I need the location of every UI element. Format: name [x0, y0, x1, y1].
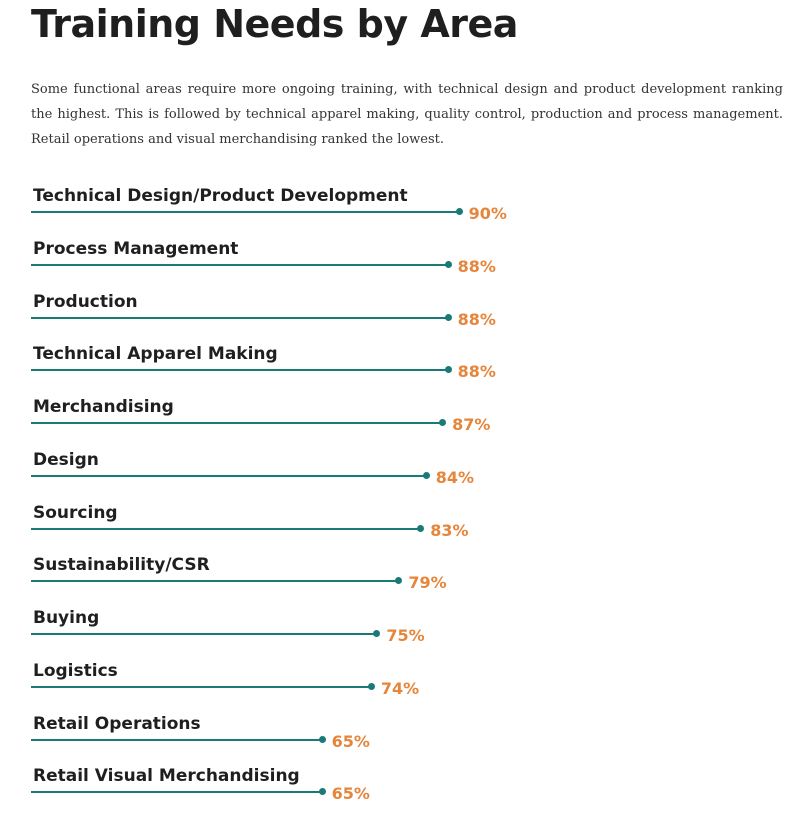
bar-end-dot [444, 313, 452, 321]
bar-row: Production 88% [31, 292, 771, 342]
bar-row: Design 84% [31, 450, 771, 500]
bar-label: Technical Design/Product Development [33, 186, 408, 206]
bar-label: Logistics [33, 660, 118, 681]
bar-label: Sourcing [33, 502, 118, 523]
bar-end-dot [367, 682, 375, 690]
bar-value-label: 83% [430, 520, 469, 540]
bar-value-label: 88% [457, 309, 496, 329]
bar-value-label: 88% [457, 362, 496, 382]
page-title: Training Needs by Area [31, 2, 518, 46]
bar-end-dot [444, 366, 452, 374]
bar-end-dot [395, 577, 403, 585]
bar-line [31, 263, 448, 266]
bar-end-dot [318, 735, 326, 743]
bar-row: Technical Apparel Making 88% [31, 344, 771, 394]
bar-label: Process Management [33, 238, 239, 259]
bar-line [31, 580, 399, 583]
bar-line [31, 791, 322, 794]
bar-end-dot [455, 208, 463, 215]
bar-value-label: 75% [386, 626, 425, 645]
bar-end-dot [417, 524, 425, 532]
bar-row: Technical Design/Product Development 90% [31, 186, 771, 236]
bar-end-dot [444, 260, 452, 268]
bar-value-label: 65% [331, 731, 370, 751]
bar-row: Sustainability/CSR 79% [31, 555, 771, 605]
bar-end-dot [439, 419, 447, 426]
bar-value-label: 90% [468, 204, 507, 223]
bar-line [31, 474, 426, 477]
intro-paragraph: Some functional areas require more ongoi… [31, 82, 783, 147]
bar-label: Buying [33, 608, 100, 628]
bar-row: Merchandising 87% [31, 397, 771, 447]
bar-line [31, 738, 322, 741]
bar-row: Buying 75% [31, 608, 771, 658]
bar-line [31, 685, 371, 688]
bar-value-label: 79% [408, 573, 447, 593]
bar-label: Retail Operations [33, 713, 201, 734]
bar-row: Sourcing 83% [31, 503, 771, 553]
bar-row: Process Management 88% [31, 239, 771, 289]
bar-label: Technical Apparel Making [33, 344, 278, 365]
bar-line [31, 211, 459, 213]
bar-label: Sustainability/CSR [33, 555, 210, 576]
bar-row: Retail Visual Merchandising 65% [31, 766, 771, 816]
bar-value-label: 74% [380, 678, 420, 698]
bar-line [31, 527, 421, 530]
bar-label: Production [33, 291, 138, 312]
bar-label: Merchandising [33, 397, 174, 417]
bar-value-label: 87% [452, 415, 491, 434]
bar-row: Logistics 74% [31, 661, 771, 711]
bar-value-label: 65% [331, 784, 370, 804]
bar-label: Retail Visual Merchandising [33, 766, 300, 787]
bar-end-dot [318, 788, 326, 796]
bar-end-dot [373, 630, 381, 637]
bar-label: Design [33, 449, 99, 470]
bar-line [31, 369, 448, 372]
bar-value-label: 88% [457, 256, 496, 276]
bar-end-dot [422, 471, 430, 479]
bar-line [31, 316, 448, 319]
bar-row: Retail Operations 65% [31, 714, 771, 764]
bar-line [31, 422, 443, 424]
bar-line [31, 633, 377, 635]
bar-value-label: 84% [435, 467, 475, 487]
